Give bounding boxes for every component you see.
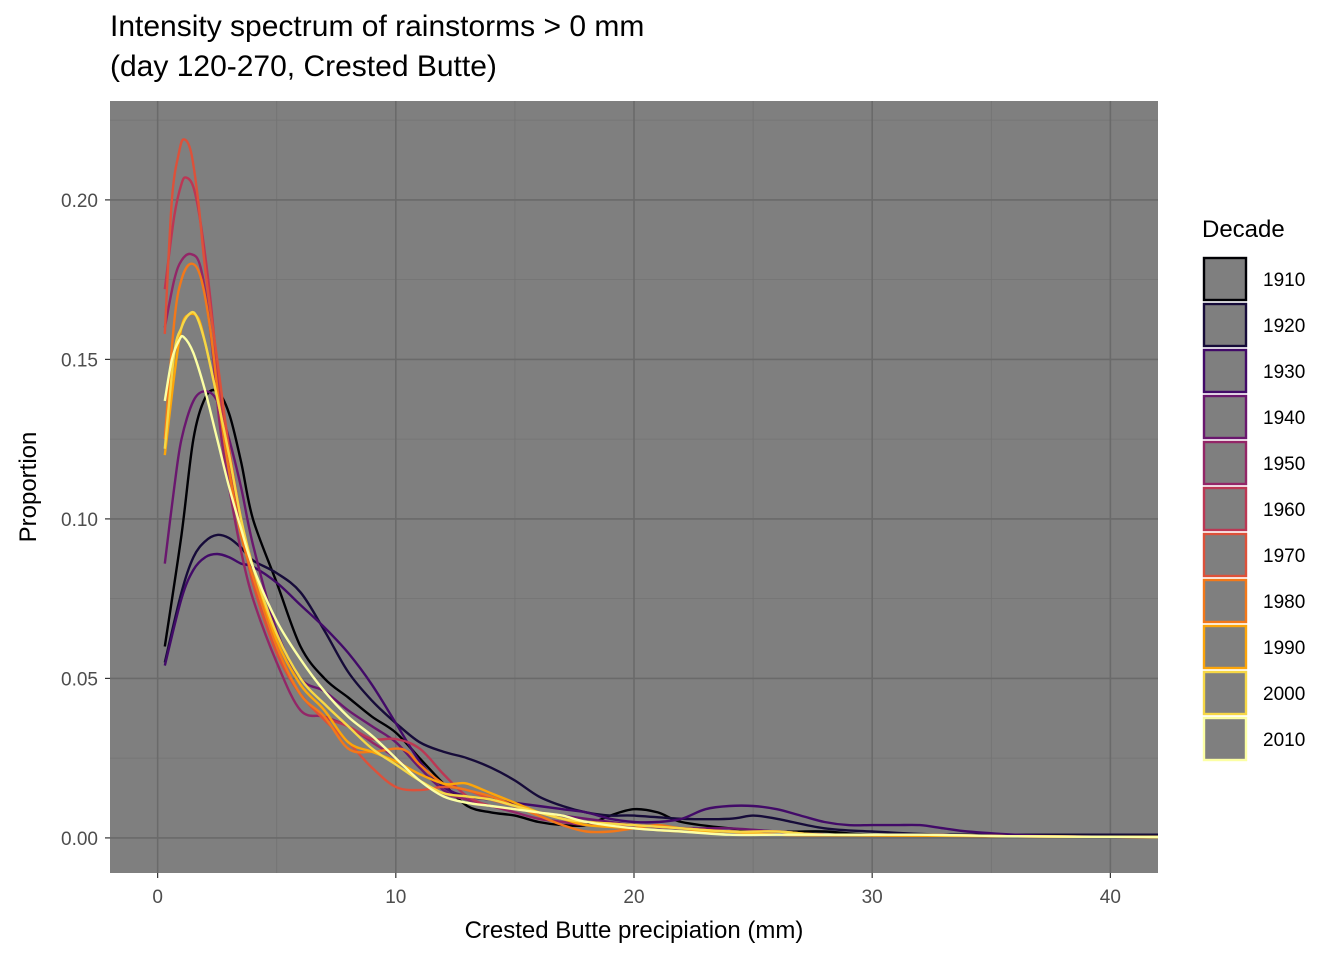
legend-key-1970: [1202, 532, 1248, 578]
x-tick-label: 40: [1100, 887, 1121, 908]
y-axis-ticks: 0.00 0.05 0.10 0.15 0.20: [61, 191, 110, 850]
legend-key-2000: [1202, 670, 1248, 716]
y-tick-label: 0.10: [61, 510, 98, 531]
series-lines: [163, 138, 1159, 839]
x-axis-ticks: 0 10 20 30 40: [152, 873, 1121, 908]
x-tick-label: 10: [385, 887, 406, 908]
chart-title: Intensity spectrum of rainstorms > 0 mm: [110, 10, 645, 43]
legend-key-1920: [1202, 302, 1248, 348]
y-axis-title: Proportion: [15, 432, 42, 543]
legend-key-1940: [1202, 394, 1248, 440]
x-axis-title: Crested Butte precipiation (mm): [465, 917, 804, 944]
legend-label-2000: 2000: [1263, 684, 1305, 705]
major-gridlines: [110, 101, 1158, 873]
legend-key-1980: [1202, 578, 1248, 624]
series-line-2010: [163, 334, 1159, 839]
legend-key-1990: [1202, 624, 1248, 670]
legend-label-2010: 2010: [1263, 730, 1305, 751]
y-tick-label: 0.15: [61, 350, 98, 371]
legend-key-1930: [1202, 348, 1248, 394]
legend-key-1960: [1202, 486, 1248, 532]
legend-label-1950: 1950: [1263, 454, 1305, 475]
y-tick-label: 0.00: [61, 829, 98, 850]
legend: Decade 191019201930194019501960197019801…: [1202, 216, 1305, 762]
legend-label-1930: 1930: [1263, 362, 1305, 383]
legend-label-1920: 1920: [1263, 316, 1305, 337]
legend-key-1950: [1202, 440, 1248, 486]
y-tick-label: 0.20: [61, 191, 98, 212]
legend-label-1990: 1990: [1263, 638, 1305, 659]
x-tick-label: 20: [623, 887, 644, 908]
legend-items: 1910 1920 1930 1940 1950 1960 1970 1980 1990 2000…: [1202, 256, 1305, 762]
legend-key-1910: [1202, 256, 1248, 302]
legend-key-2010: [1202, 716, 1248, 762]
legend-label-1980: 1980: [1263, 592, 1305, 613]
legend-label-1940: 1940: [1263, 408, 1305, 429]
x-tick-label: 0: [152, 887, 163, 908]
series-line-1920: [163, 533, 1158, 837]
legend-label-1960: 1960: [1263, 500, 1305, 521]
legend-label-1970: 1970: [1263, 546, 1305, 567]
y-tick-label: 0.05: [61, 669, 98, 690]
x-tick-label: 30: [862, 887, 883, 908]
legend-title: Decade: [1202, 216, 1285, 243]
chart-subtitle: (day 120-270, Crested Butte): [110, 50, 497, 83]
legend-label-1910: 1910: [1263, 270, 1305, 291]
